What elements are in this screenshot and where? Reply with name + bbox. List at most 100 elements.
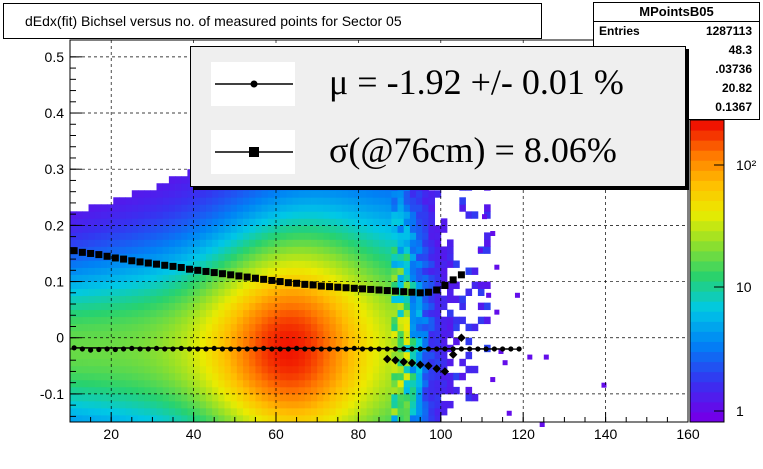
heat-cell: [311, 260, 318, 268]
heat-cell: [193, 218, 201, 226]
heat-cell: [212, 281, 219, 289]
heat-cell: [107, 400, 114, 409]
heat-cell: [162, 309, 170, 318]
heat-cell: [434, 337, 442, 346]
heat-cell: [82, 302, 89, 311]
heat-cell: [175, 351, 182, 360]
heat-cell: [88, 337, 96, 346]
heat-cell: [341, 302, 349, 311]
sigma-point: [342, 284, 350, 292]
heat-cell: [187, 218, 194, 226]
heat-cell: [372, 386, 380, 395]
heat-cell: [267, 302, 275, 311]
heat-cell: [428, 393, 436, 402]
heat-cell: [434, 232, 442, 240]
heat-cell: [199, 253, 207, 261]
heat-cell: [280, 281, 287, 289]
heat-cell: [329, 379, 337, 388]
heat-cell: [193, 260, 201, 268]
heat-cell: [360, 330, 368, 339]
heat-cell: [218, 295, 225, 304]
heat-cell: [193, 379, 201, 388]
heat-cell: [348, 393, 355, 402]
heat-cell: [298, 190, 306, 198]
title-box: dEdx(fit) Bichsel versus no. of measured…: [3, 3, 542, 39]
heat-cell: [119, 211, 127, 219]
heat-cell: [162, 414, 170, 423]
heat-cell: [76, 274, 83, 282]
heat-cell: [162, 232, 170, 240]
x-tick-label: 60: [268, 426, 284, 442]
heat-cell: [261, 260, 269, 268]
heat-cell: [230, 365, 238, 374]
y-tick-label: 0: [56, 330, 64, 346]
heat-cell: [403, 232, 411, 240]
heat-cell: [292, 288, 300, 296]
heat-cell: [150, 323, 157, 332]
heat-cell: [243, 330, 250, 339]
heat-cell: [113, 260, 120, 268]
heat-cell: [360, 351, 368, 360]
heat-outlier: [494, 264, 500, 270]
heat-cell: [94, 204, 102, 212]
heat-cell: [422, 274, 429, 282]
mu-point: [467, 346, 473, 352]
heat-cell: [372, 358, 380, 367]
heat-cell: [94, 232, 102, 240]
heat-cell: [175, 281, 182, 289]
heat-cell: [354, 260, 361, 268]
stats-value: 20.82: [721, 81, 752, 95]
heat-cell: [471, 365, 479, 374]
heat-cell: [168, 351, 176, 360]
heat-cell: [230, 393, 238, 402]
heat-cell: [205, 386, 213, 395]
heat-cell: [335, 218, 343, 226]
heat-cell: [137, 204, 145, 212]
heat-cell: [156, 393, 164, 402]
heat-cell: [131, 211, 139, 219]
heat-cell: [298, 218, 306, 226]
heat-cell: [82, 211, 89, 219]
heat-cell: [181, 372, 188, 381]
heat-cell: [391, 323, 398, 332]
heat-cell: [131, 302, 139, 311]
heat-cell: [311, 239, 318, 247]
heat-cell: [317, 358, 324, 367]
heat-cell: [440, 400, 448, 409]
heat-cell: [341, 323, 349, 332]
heat-cell: [428, 302, 436, 311]
heat-cell: [416, 351, 423, 360]
heat-cell: [280, 337, 287, 346]
heat-cell: [391, 260, 398, 268]
heat-cell: [416, 400, 423, 409]
heat-cell: [385, 253, 392, 261]
heat-cell: [119, 414, 127, 423]
heat-cell: [323, 414, 330, 423]
heat-cell: [236, 365, 244, 374]
heat-cell: [335, 414, 343, 423]
heat-cell: [175, 330, 182, 339]
heat-cell: [137, 309, 145, 318]
heat-cell: [199, 288, 207, 296]
heat-cell: [230, 379, 238, 388]
heat-cell: [267, 316, 275, 325]
heat-cell: [397, 365, 405, 374]
heat-cell: [243, 281, 250, 289]
mu-point: [236, 346, 242, 352]
heat-cell: [131, 239, 139, 247]
heat-cell: [212, 358, 219, 367]
mu-point: [137, 346, 143, 352]
heat-cell: [224, 379, 232, 388]
heat-cell: [76, 372, 83, 381]
heat-cell: [70, 358, 77, 367]
sigma-point: [210, 269, 218, 277]
heat-cell: [243, 372, 250, 381]
heat-cell: [175, 274, 182, 282]
heat-cell: [187, 274, 194, 282]
heat-cell: [88, 379, 96, 388]
heat-cell: [243, 393, 250, 402]
heat-cell: [391, 351, 398, 360]
colorbar-swatch: [690, 220, 724, 232]
heat-cell: [403, 260, 411, 268]
heat-cell: [187, 386, 194, 395]
